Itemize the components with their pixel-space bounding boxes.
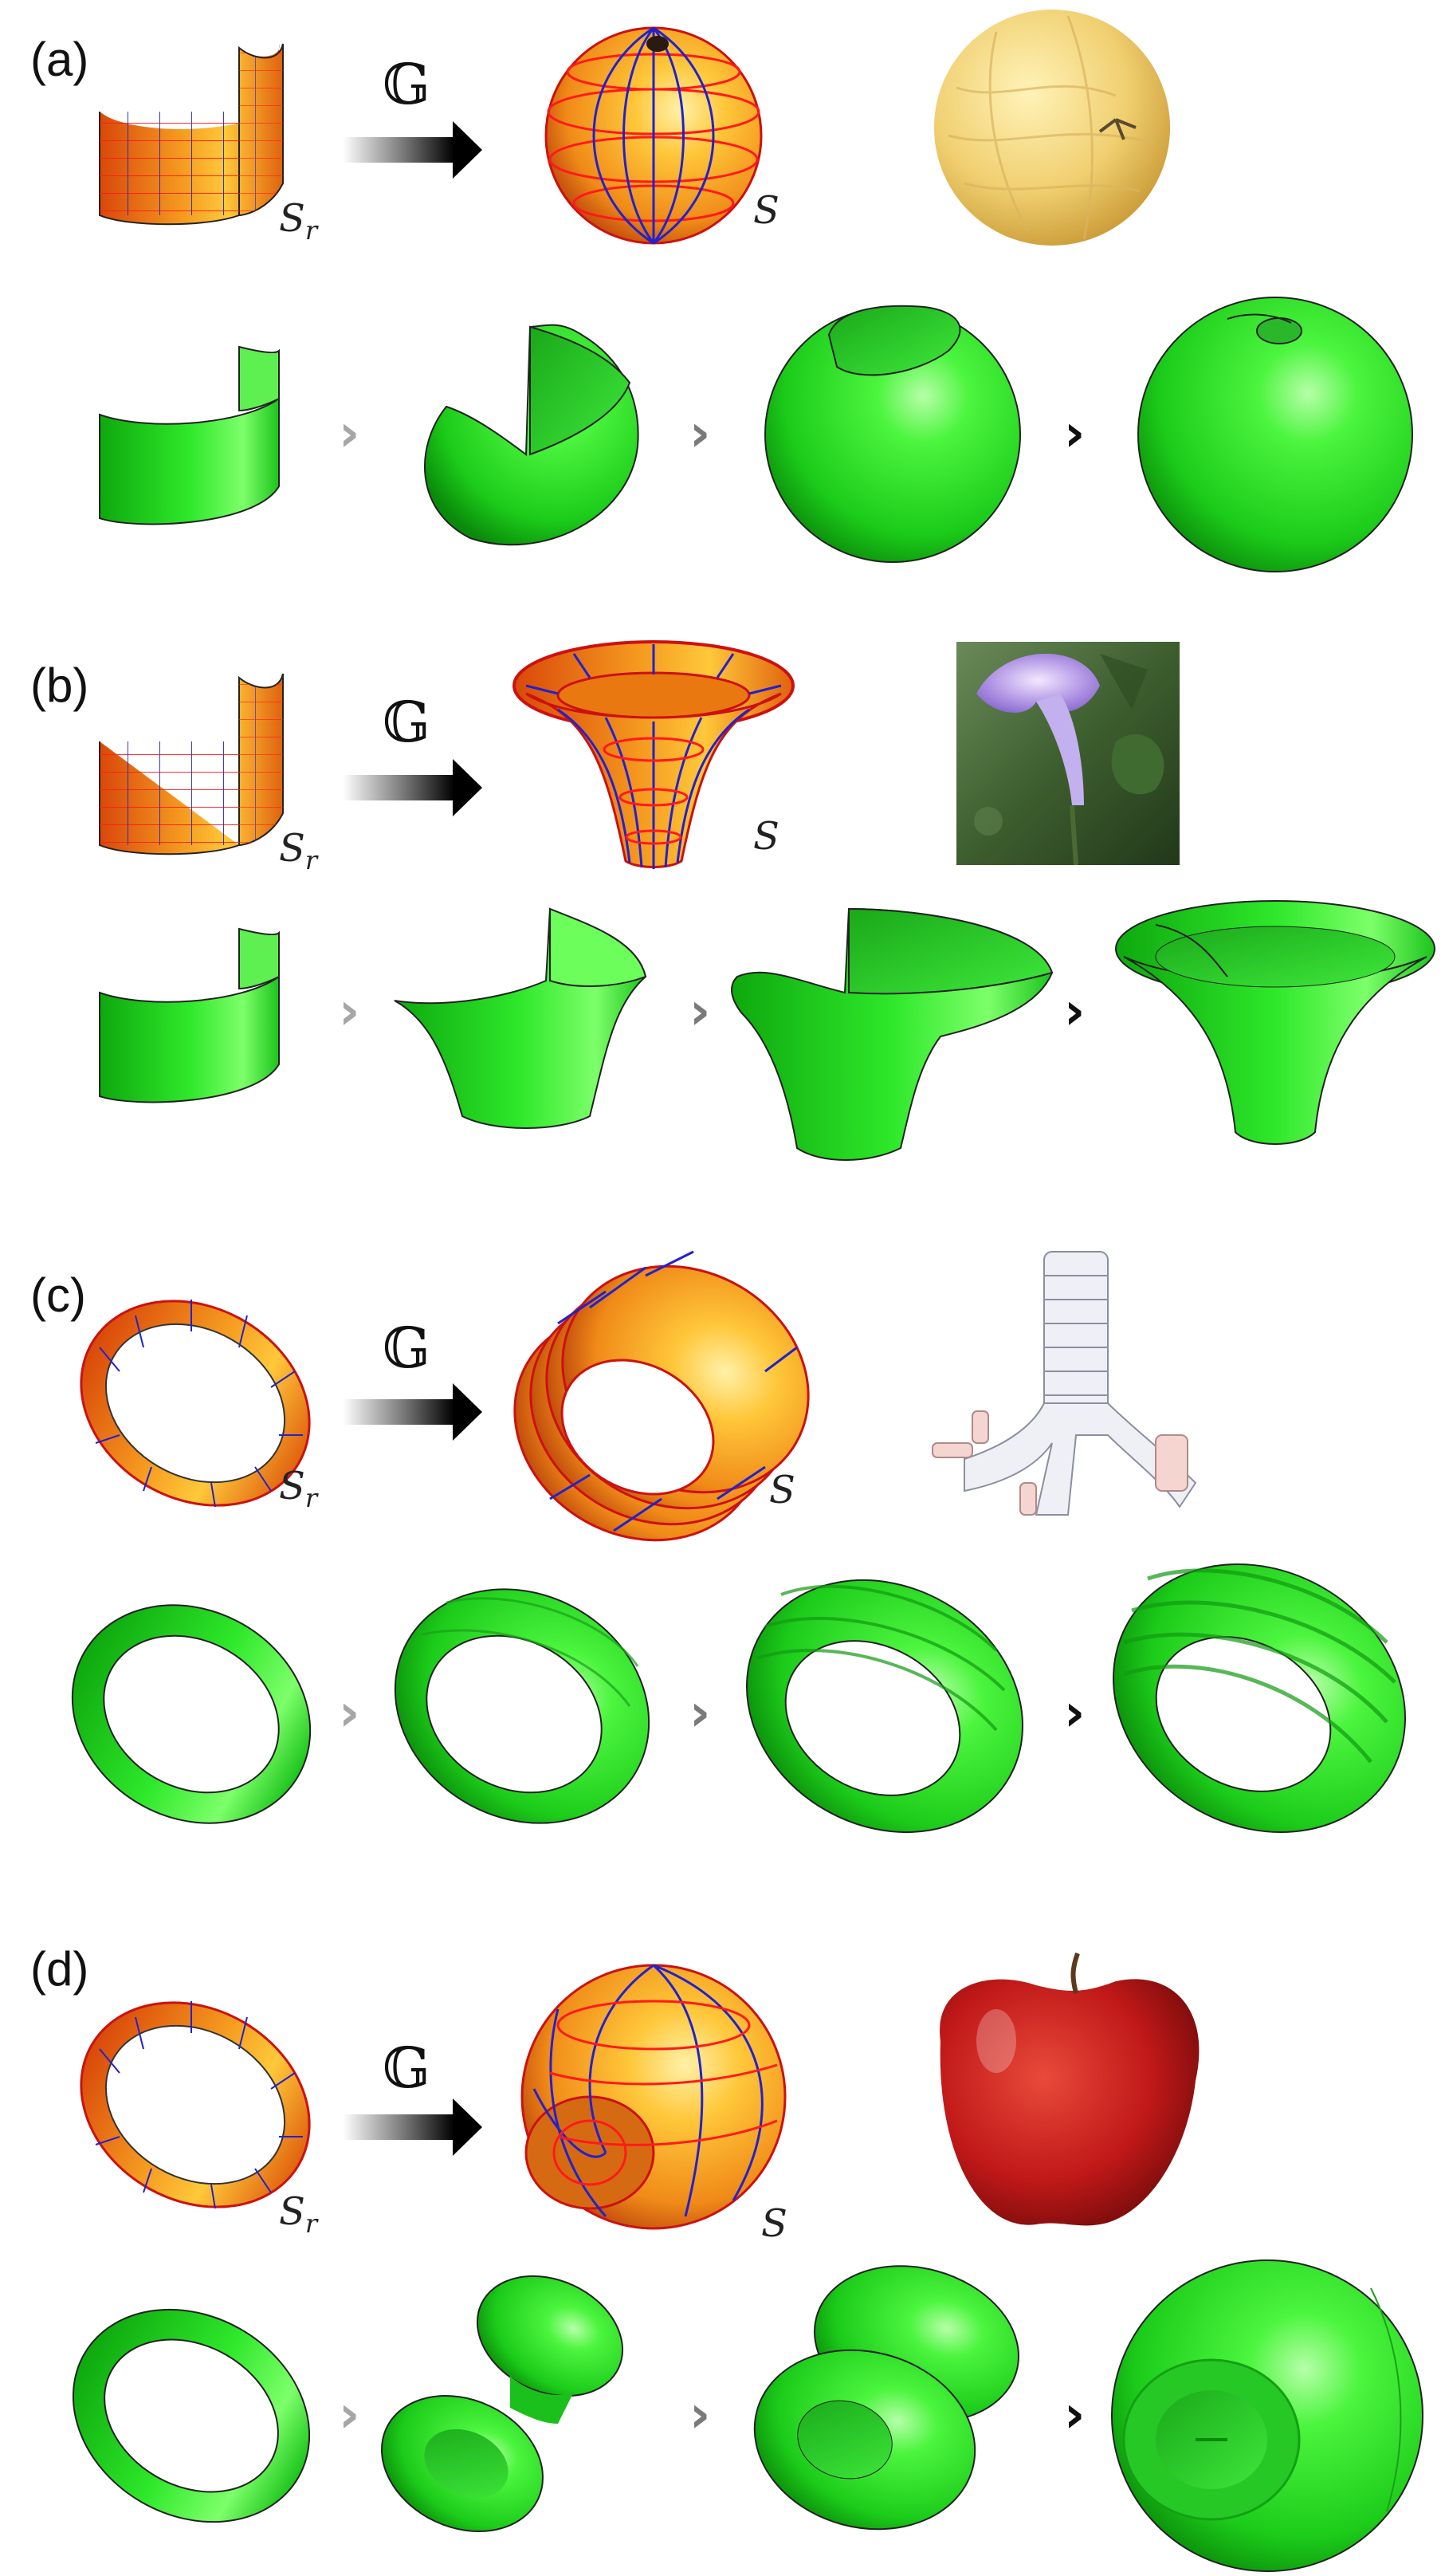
step-chevron-b3: › [1064, 982, 1085, 1041]
green-stage-a4 [1137, 297, 1413, 572]
target-grid-trumpet-b [512, 640, 795, 869]
target-symbol-a: S [753, 188, 779, 233]
map-arrow-d [343, 2098, 482, 2156]
panel-c-label: (c) [30, 1268, 86, 1322]
source-grid-cylinder-a [99, 43, 284, 226]
morning-glory-flower-photo [956, 642, 1180, 866]
green-stage-a2 [424, 324, 639, 546]
target-grid-bellows-c [513, 1250, 810, 1542]
step-chevron-b1: › [339, 982, 359, 1041]
step-chevron-b2: › [689, 982, 710, 1041]
green-stage-d2 [381, 2275, 624, 2533]
green-stage-b2 [394, 907, 647, 1129]
trachea-bronchi-illustration [932, 1251, 1197, 1516]
step-chevron-d2: › [689, 2385, 710, 2444]
target-grid-apple-d [520, 1964, 787, 2230]
step-chevron-c1: › [339, 1684, 359, 1743]
green-stage-c1 [71, 1604, 312, 1824]
panel-a: (a) Sr 𝔾 [30, 10, 1413, 572]
source-symbol-b: Sr [279, 826, 319, 875]
evolution-row-c: › › › [71, 1563, 1406, 1834]
step-chevron-a3: › [1064, 404, 1085, 463]
map-arrow-b [343, 759, 482, 816]
red-apple-photo [940, 1953, 1200, 2226]
green-stage-c4 [1113, 1563, 1406, 1834]
green-stage-a1 [99, 345, 280, 525]
green-stage-d4 [1111, 2259, 1423, 2572]
target-symbol-d: S [761, 2201, 787, 2246]
source-symbol-c: Sr [279, 1464, 319, 1513]
green-stage-d3 [753, 2265, 1019, 2531]
target-symbol-b: S [753, 814, 779, 859]
evolution-row-a: › › › [99, 297, 1413, 572]
step-chevron-d1: › [339, 2385, 359, 2444]
step-chevron-a1: › [339, 404, 359, 463]
step-chevron-c2: › [689, 1684, 710, 1743]
operator-g-a: 𝔾 [383, 52, 430, 117]
step-chevron-c3: › [1064, 1684, 1085, 1743]
melon-photo [934, 10, 1170, 246]
evolution-row-d: › › › [72, 2259, 1423, 2572]
map-arrow-a [343, 121, 482, 179]
map-arrow-c [343, 1383, 482, 1441]
source-grid-cylinder-b [99, 673, 284, 855]
step-chevron-d3: › [1064, 2385, 1085, 2444]
green-stage-b3 [731, 907, 1054, 1161]
green-stage-b1 [99, 927, 280, 1103]
source-symbol-d: Sr [279, 2189, 319, 2239]
green-stage-c3 [746, 1579, 1023, 1834]
panel-b-label: (b) [30, 659, 88, 712]
evolution-row-b: › › › [99, 900, 1435, 1161]
panel-a-label: (a) [30, 33, 88, 86]
panel-c: (c) Sr 𝔾 S [30, 1250, 1406, 1834]
operator-g-b: 𝔾 [383, 690, 430, 755]
target-symbol-c: S [769, 1468, 795, 1512]
panel-d: (d) Sr 𝔾 [30, 1942, 1423, 2572]
green-stage-c2 [394, 1588, 650, 1824]
operator-g-d: 𝔾 [383, 2035, 430, 2101]
panel-b: (b) Sr 𝔾 [30, 640, 1435, 1161]
green-stage-d1 [72, 2308, 311, 2523]
operator-g-c: 𝔾 [383, 1316, 430, 1381]
green-stage-b4 [1115, 900, 1435, 1145]
source-grid-ring-d [80, 2001, 311, 2209]
source-symbol-a: Sr [279, 196, 319, 246]
target-grid-sphere-a [544, 26, 763, 245]
step-chevron-a2: › [689, 404, 710, 463]
green-stage-a3 [764, 305, 1021, 563]
source-grid-ring-c [80, 1300, 311, 1508]
panel-d-label: (d) [30, 1942, 88, 1996]
